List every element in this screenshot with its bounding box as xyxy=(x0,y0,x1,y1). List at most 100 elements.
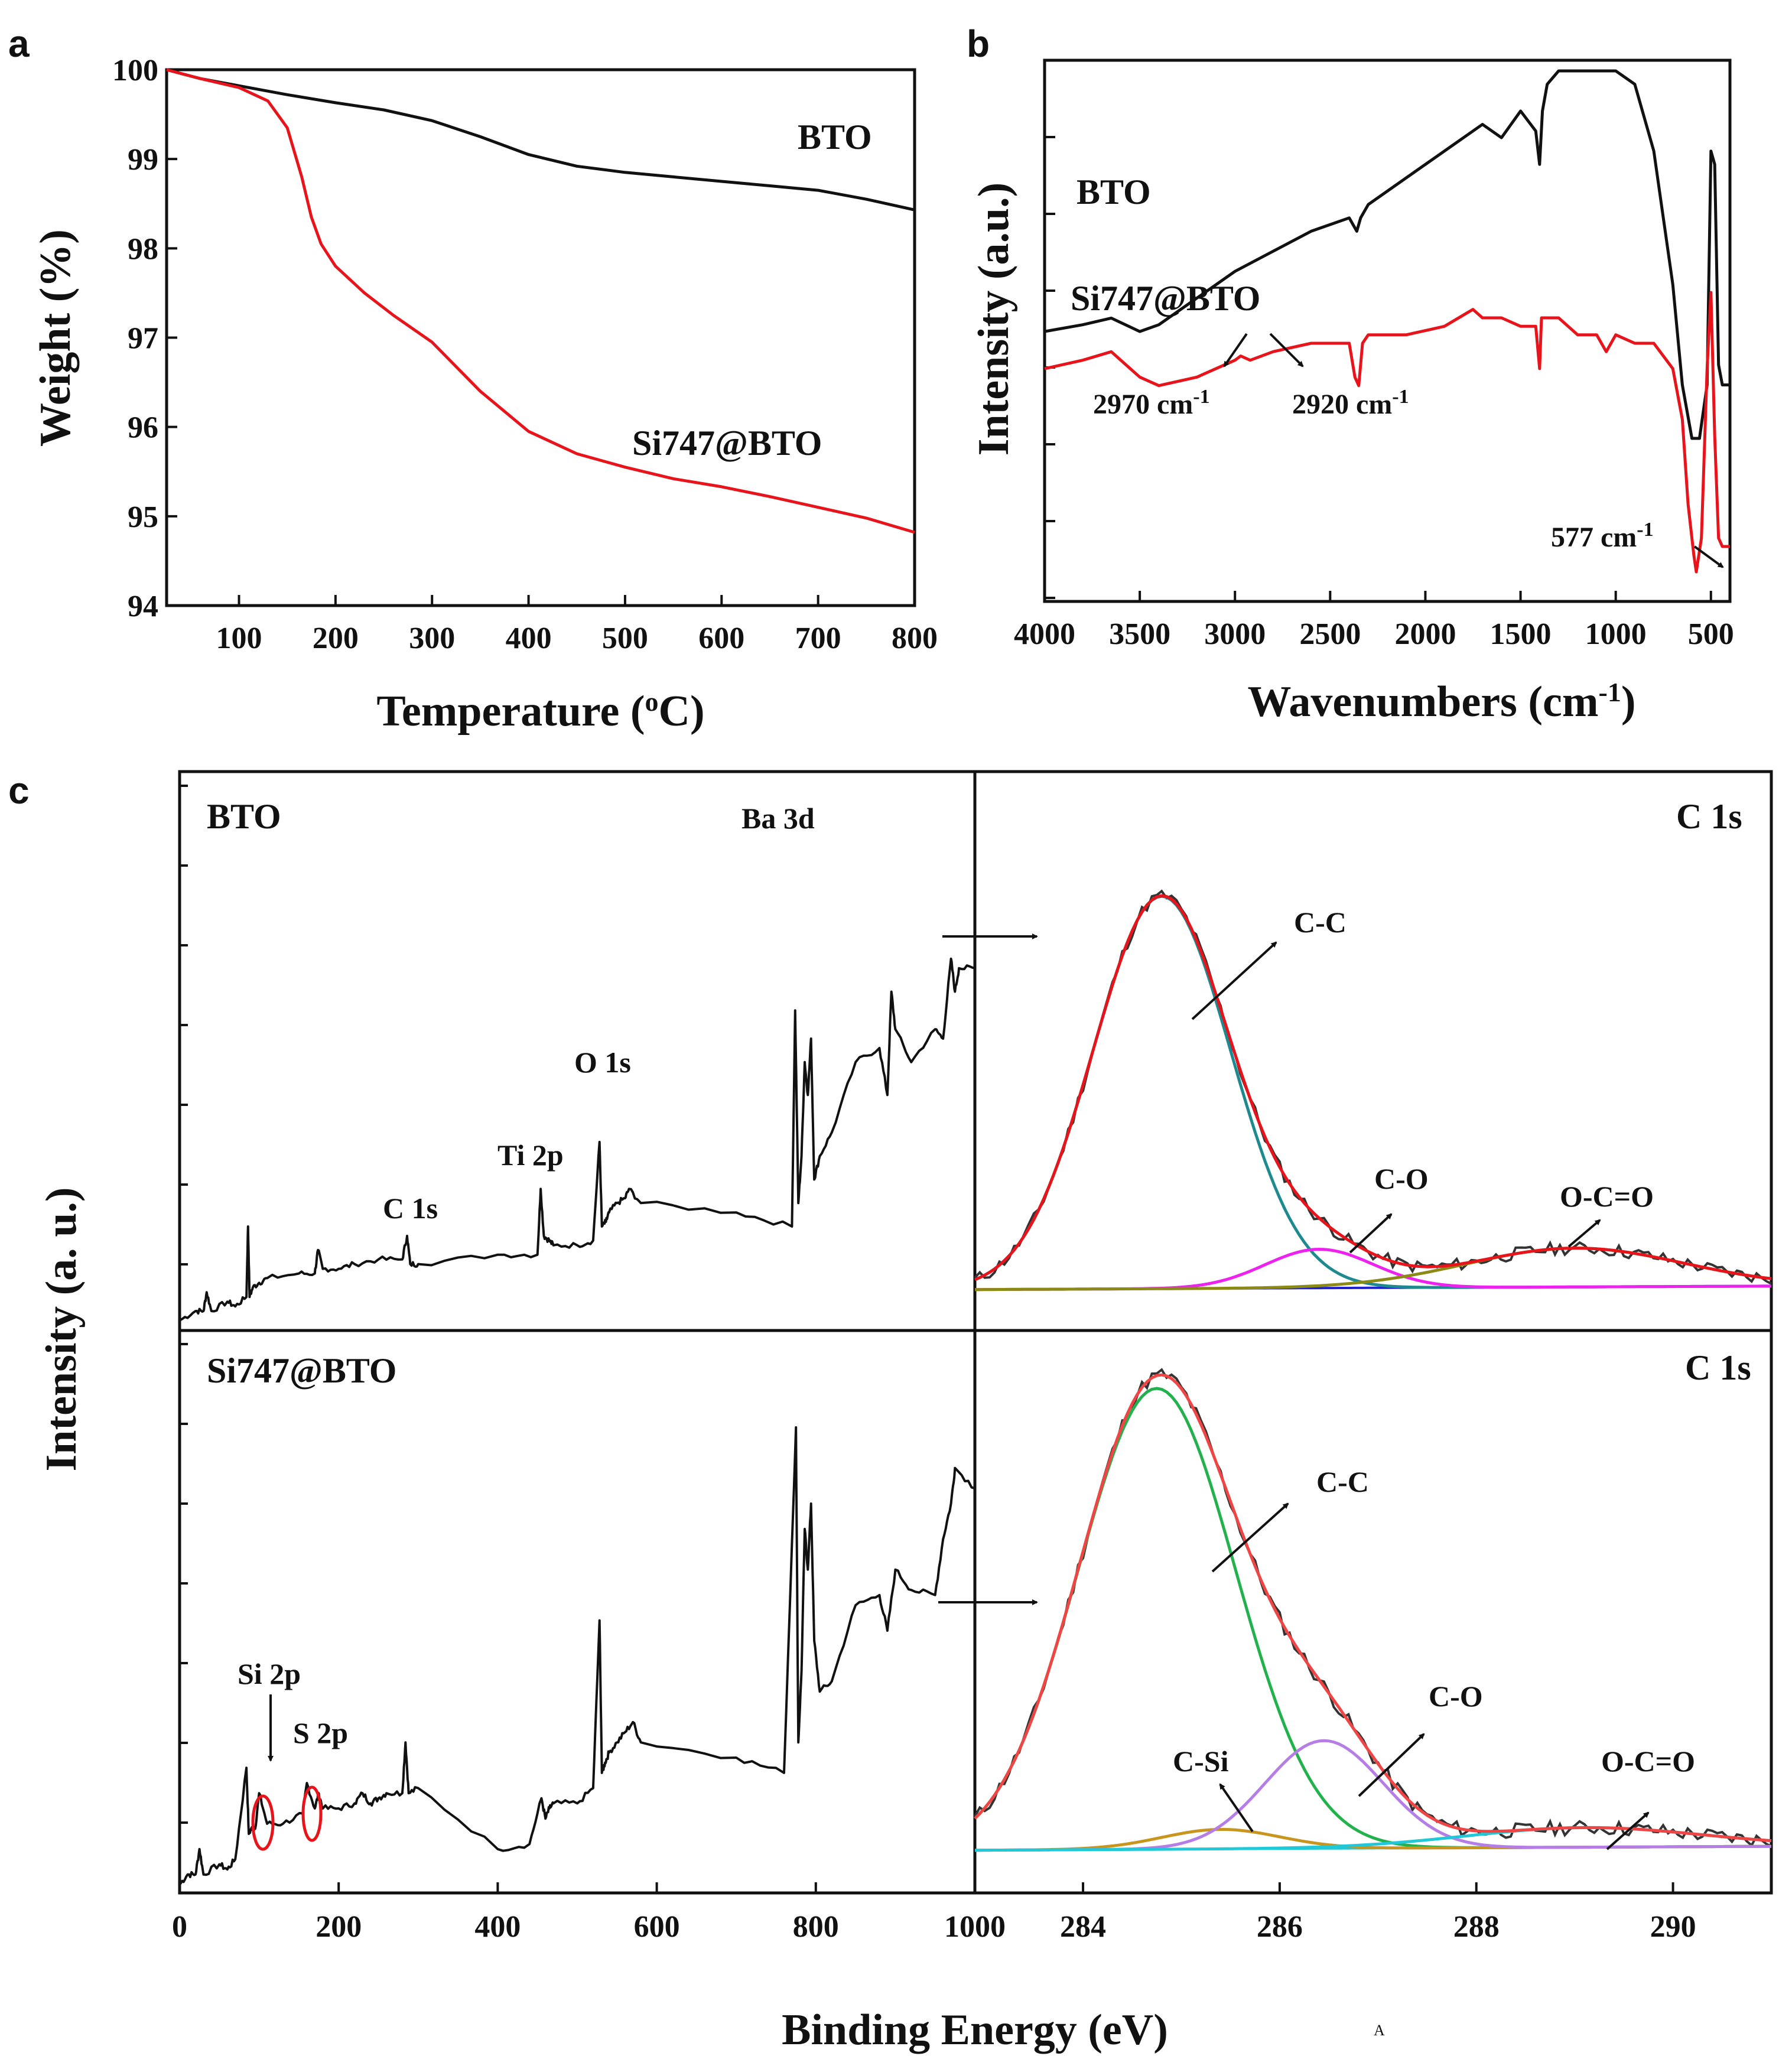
panel-a-legend-bto: BTO xyxy=(798,118,872,157)
panel-c-xlabel: Binding Energy (eV) xyxy=(782,2006,1168,2054)
panel-a-line-bto xyxy=(166,68,915,212)
anno-2970-arrow xyxy=(1223,333,1248,367)
c1s-si747-series xyxy=(974,1368,1772,1852)
panel-a-ytick-label-4: 98 xyxy=(128,232,158,266)
panel-b-legend-si747: Si747@BTO xyxy=(1071,279,1260,318)
panel-a-ytick-label-6: 100 xyxy=(112,54,158,87)
panel-a-ytick-label-0: 94 xyxy=(128,590,158,623)
survey-xtick-label-2: 400 xyxy=(474,1910,521,1944)
panel-b-xtick-label-7: 500 xyxy=(1688,617,1734,651)
panel-a-legend-si747: Si747@BTO xyxy=(632,424,822,463)
panel-a-ytick-label-3: 97 xyxy=(128,322,158,356)
panel-c-letter: c xyxy=(8,769,30,812)
survey-xtick-label-4: 800 xyxy=(793,1910,839,1944)
c1s-bto-label-oco: O-C=O xyxy=(1560,1180,1654,1213)
survey-bto-series xyxy=(178,957,975,1322)
survey-xtick-label-5: 1000 xyxy=(944,1910,1006,1944)
s2p-highlight-circle xyxy=(301,1785,323,1842)
panel-a-series xyxy=(166,68,915,534)
survey-xtick-label-3: 600 xyxy=(634,1910,680,1944)
panel-a-ylabel: Weight (%) xyxy=(31,229,80,447)
peak-label-o1s: O 1s xyxy=(574,1046,631,1079)
anno-2920-arrow xyxy=(1269,333,1304,367)
panel-b-xtick-label-4: 2000 xyxy=(1394,617,1456,651)
panel-a-xtick-label-4: 500 xyxy=(602,622,648,655)
c1s-si747-arrow-oco xyxy=(1606,1811,1650,1850)
c1s-xtick-label-0: 284 xyxy=(1060,1910,1106,1944)
c1s-bto-title: C 1s xyxy=(1676,797,1742,836)
panel-b-xtick-label-1: 3500 xyxy=(1109,617,1170,651)
peak-label-si2p: Si 2p xyxy=(238,1657,301,1690)
c1s-bto-arrow-cc xyxy=(1191,941,1277,1020)
anno-577-arrow xyxy=(1693,545,1724,568)
c1s-si747-component-c-c xyxy=(974,1387,1771,1849)
c1s-si747-arrow-csi xyxy=(1219,1783,1254,1833)
panel-a-xtick-label-7: 800 xyxy=(892,622,938,655)
panel-a-xtick-label-3: 400 xyxy=(506,622,552,655)
panel-a-line-si747 xyxy=(166,68,915,534)
survey-xtick-label-1: 200 xyxy=(316,1910,362,1944)
c1s-si747-label-cc: C-C xyxy=(1316,1465,1369,1498)
panel-b-ylabel: Intensity (a.u.) xyxy=(970,183,1018,456)
c1s-si747-arrow-co xyxy=(1358,1733,1425,1797)
survey-si747-title: Si747@BTO xyxy=(207,1351,396,1390)
panel-a-ticks: 100 200 300 400 500 600 700 800 94 95 96 97 98 99 100 xyxy=(112,54,938,655)
peak-label-ti2p: Ti 2p xyxy=(497,1138,564,1172)
survey-si747-line xyxy=(178,1426,975,1886)
c1s-xtick-label-1: 286 xyxy=(1257,1910,1303,1944)
c1s-bto-raw-data xyxy=(974,889,1772,1285)
panel-b-xtick-label-6: 1000 xyxy=(1585,617,1647,651)
panel-a-letter: a xyxy=(8,22,30,65)
c1s-si747-arrow-cc xyxy=(1211,1502,1289,1573)
panel-b-xlabel: Wavenumbers (cm-1) xyxy=(1248,677,1636,727)
panel-b-line-bto xyxy=(1044,69,1730,440)
panel-a: a 100 200 300 400 500 600 700 80094959697989910… xyxy=(8,22,938,736)
c1s-si747-title: C 1s xyxy=(1685,1348,1751,1387)
c1s-si747-envelope-fit xyxy=(974,1373,1772,1843)
c1s-si747-label-csi: C-Si xyxy=(1173,1745,1229,1778)
anno-2920-label: 2920 cm-1 xyxy=(1292,386,1409,421)
c1s-xtick-label-3: 290 xyxy=(1650,1910,1696,1944)
panel-a-xlabel: Temperature (oC) xyxy=(376,687,704,736)
panel-b-xtick-label-0: 4000 xyxy=(1014,617,1075,651)
peak-label-s2p: S 2p xyxy=(293,1716,348,1749)
c1s-si747-label-oco: O-C=O xyxy=(1601,1745,1695,1778)
stray-mark: A xyxy=(1374,2022,1385,2039)
c1s-bto-envelope-fit xyxy=(974,894,1772,1281)
panel-c-ticks: 0 200 400 600 800 1000 284 286 288 290 xyxy=(172,785,1696,1944)
panel-b-xtick-label-5: 1500 xyxy=(1490,617,1552,651)
anno-577-label: 577 cm-1 xyxy=(1551,519,1654,554)
panel-a-xtick-label-2: 300 xyxy=(409,622,455,655)
panel-a-ytick-label-1: 95 xyxy=(128,500,158,534)
peak-label-ba3d: Ba 3d xyxy=(741,802,815,835)
panel-b-frame xyxy=(1043,58,1732,603)
survey-xtick-label-0: 0 xyxy=(172,1910,187,1944)
panel-b-line-si747 xyxy=(1044,291,1730,574)
panel-c: c 0 200 400 600 800 1000 284 286 288 290 BTO C 1s… xyxy=(8,769,1773,2054)
survey-bto-line xyxy=(178,957,975,1322)
panel-a-xtick-label-0: 100 xyxy=(216,622,262,655)
survey-bto-title: BTO xyxy=(207,797,281,836)
panel-a-ytick-label-5: 99 xyxy=(128,143,158,177)
panel-b-xtick-label-2: 3000 xyxy=(1204,617,1266,651)
panel-b-xtick-label-3: 2500 xyxy=(1299,617,1361,651)
panel-b-ticks: 4000 3500 3000 2500 2000 1500 1000 500 xyxy=(1014,136,1734,651)
anno-2970-label: 2970 cm-1 xyxy=(1093,386,1210,421)
panel-a-ytick-label-2: 96 xyxy=(128,411,158,445)
si2p-highlight-circle xyxy=(251,1794,275,1851)
c1s-bto-label-co: C-O xyxy=(1374,1162,1429,1195)
c1s-bto-component-c-c xyxy=(974,894,1771,1289)
panel-b-legend-bto: BTO xyxy=(1076,173,1151,212)
c1s-si747-label-co: C-O xyxy=(1429,1680,1483,1713)
c1s-bto-series xyxy=(974,889,1772,1292)
panel-c-ylabel: Intensity (a. u.) xyxy=(37,1187,86,1471)
panel-a-xtick-label-1: 200 xyxy=(313,622,359,655)
c1s-xtick-label-2: 288 xyxy=(1453,1910,1500,1944)
panel-b: b 4000 3500 3000 2500 2000 1500 1000 500 Wavenu… xyxy=(967,22,1734,726)
survey-si747-series xyxy=(178,1426,975,1886)
panel-a-xtick-label-6: 700 xyxy=(795,622,841,655)
panel-a-xtick-label-5: 600 xyxy=(698,622,744,655)
c1s-bto-label-cc: C-C xyxy=(1294,906,1347,939)
panel-b-letter: b xyxy=(967,22,990,65)
